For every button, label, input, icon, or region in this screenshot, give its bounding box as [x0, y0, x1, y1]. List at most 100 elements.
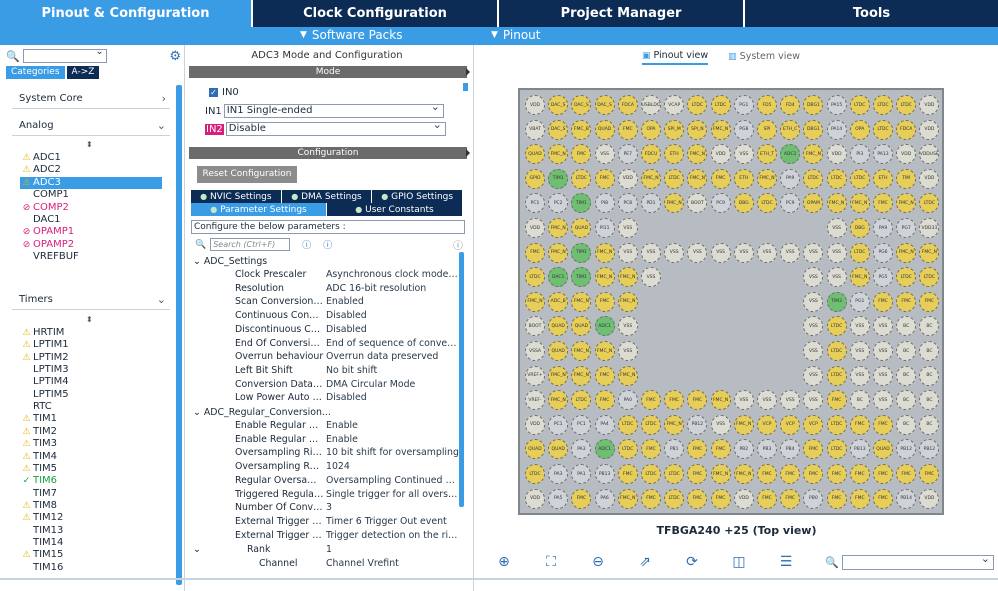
- chip-pin[interactable]: FMC_N: [617, 267, 638, 288]
- chip-pin[interactable]: BC: [849, 390, 870, 411]
- chip-pin[interactable]: BC: [896, 316, 917, 337]
- list-item-tim1[interactable]: ⚠ TIM1: [20, 413, 162, 425]
- chip-pin[interactable]: PA5: [548, 488, 569, 509]
- chip-pin[interactable]: LTDC: [664, 168, 685, 189]
- chip-pin[interactable]: BOOT: [525, 316, 545, 337]
- chip-pin[interactable]: LTDC: [849, 168, 870, 189]
- parameter-row[interactable]: Left Bit Shift No bit shift: [191, 364, 459, 377]
- chip-pin[interactable]: FMC: [617, 464, 638, 484]
- chip-pin[interactable]: VSS: [594, 144, 615, 165]
- chip-pin[interactable]: DAC_S: [548, 95, 569, 115]
- chip-pin[interactable]: VSS: [687, 242, 708, 263]
- chip-pin[interactable]: TIM1: [571, 267, 592, 288]
- tab-a-z[interactable]: A->Z: [66, 66, 100, 79]
- chip-pin[interactable]: FMC_N: [733, 414, 754, 435]
- chip-pin[interactable]: VDD: [919, 488, 940, 509]
- chip-pin[interactable]: VSS: [757, 242, 777, 263]
- chip-pin[interactable]: PB14: [896, 488, 917, 509]
- chip-pin[interactable]: ETH_C: [780, 119, 801, 140]
- chip-pin[interactable]: LTDC: [571, 390, 592, 411]
- chip-pin[interactable]: LTDC: [664, 464, 685, 484]
- tab-nvic-settings[interactable]: ● NVIC Settings: [191, 190, 282, 203]
- chip-pin[interactable]: PE7: [617, 144, 638, 165]
- chip-pin[interactable]: DAC_S: [548, 119, 569, 140]
- list-item-rtc[interactable]: RTC: [20, 401, 162, 413]
- parameter-row[interactable]: Overrun behaviour Overrun data preserved: [191, 350, 459, 363]
- chip-pin[interactable]: QUAD: [873, 439, 893, 460]
- chip-pin[interactable]: VSS: [710, 242, 731, 263]
- section-adc-regular[interactable]: ⌄ ADC_Regular_Conversion...: [193, 407, 331, 418]
- list-item-dac1[interactable]: DAC1: [20, 214, 162, 226]
- chip-pin[interactable]: VSS: [803, 291, 824, 312]
- chip-pin[interactable]: PB1: [664, 439, 685, 460]
- chip-pin[interactable]: DBG1: [803, 95, 824, 115]
- layout-icon[interactable]: ☰: [779, 554, 793, 570]
- chip-pin[interactable]: LTDC: [849, 242, 870, 263]
- search-icon[interactable]: 🔍: [195, 239, 207, 250]
- chip-pin[interactable]: VDD: [919, 168, 940, 189]
- chip-pin[interactable]: FMC_N: [571, 341, 592, 361]
- chip-pin[interactable]: DAC_S: [594, 95, 615, 115]
- chip-pin[interactable]: VCAP: [664, 95, 685, 115]
- parameter-row[interactable]: Enable Regular Con...Enable: [191, 419, 459, 432]
- channel-row[interactable]: Channel Channel Vrefint: [191, 557, 459, 570]
- chip-pin[interactable]: VDD: [896, 144, 917, 165]
- tab-pinout-configuration[interactable]: Pinout & Configuration: [0, 0, 253, 27]
- chip-pin[interactable]: DBG1: [803, 119, 824, 140]
- chip-pin[interactable]: ADC1: [594, 316, 615, 337]
- chip-pin[interactable]: FMC: [896, 291, 917, 312]
- list-item-tim8[interactable]: ⚠ TIM8: [20, 500, 162, 512]
- chip-pin[interactable]: BC: [919, 341, 940, 361]
- chip-pin[interactable]: PC9: [780, 193, 801, 214]
- parameter-row[interactable]: Clock Prescaler Asynchronous clock mode d…: [191, 268, 459, 281]
- chip-pin[interactable]: QUAD: [548, 341, 569, 361]
- chip-pin[interactable]: PA4: [594, 414, 615, 435]
- chip-pin[interactable]: PA3: [571, 439, 592, 460]
- list-item-lptim1[interactable]: ⚠ LPTIM1: [20, 339, 162, 351]
- chip-pin[interactable]: FMC_N: [687, 144, 708, 165]
- list-item-adc3[interactable]: ⚠ ADC3: [20, 176, 162, 189]
- chip-pin[interactable]: FMC: [641, 439, 661, 460]
- chip-pin[interactable]: PB12: [896, 439, 917, 460]
- parameter-row[interactable]: Low Power Auto Wait Disabled: [191, 391, 459, 404]
- chip-pin[interactable]: ADC1: [780, 144, 801, 165]
- chip-pin[interactable]: LTDC: [873, 95, 893, 115]
- chip-pin[interactable]: FMC_N: [803, 144, 824, 165]
- zoom-in-icon[interactable]: ⊕: [498, 554, 510, 570]
- info-icon[interactable]: ⓘ: [323, 241, 333, 251]
- collapse-arrow-icon[interactable]: [466, 149, 470, 157]
- chip-pin[interactable]: BC: [896, 414, 917, 435]
- chip-pin[interactable]: PA1: [571, 464, 592, 484]
- chip-pin[interactable]: BOOT: [687, 193, 708, 214]
- chip-pin[interactable]: QUAD: [525, 144, 545, 165]
- chip-pin[interactable]: DBG: [849, 218, 870, 238]
- chip-pin[interactable]: FMC_N: [548, 144, 569, 165]
- rotate-icon[interactable]: ⟳: [686, 554, 698, 570]
- chip-pin[interactable]: VSS: [873, 365, 893, 386]
- list-item-lptim5[interactable]: LPTIM5: [20, 389, 162, 401]
- chip-pin[interactable]: VDD33: [919, 218, 940, 238]
- chip-pin[interactable]: FMC_N: [594, 267, 615, 288]
- list-item-comp1[interactable]: COMP1: [20, 189, 162, 201]
- chip-pin[interactable]: VSS: [617, 242, 638, 263]
- tab-gpio-settings[interactable]: ● GPIO Settings: [372, 190, 464, 203]
- zoom-out-icon[interactable]: ⊖: [592, 554, 604, 570]
- parameter-row[interactable]: External Trigger Co... Timer 6 Trigger Ou…: [191, 515, 459, 528]
- chip-pin[interactable]: ETH: [733, 168, 754, 189]
- chip-pin[interactable]: VSS: [664, 242, 685, 263]
- chip-pin[interactable]: VCP: [757, 414, 777, 435]
- chip-pin[interactable]: FMC_N: [687, 168, 708, 189]
- gear-icon[interactable]: ⚙: [169, 48, 181, 64]
- pinout-menu[interactable]: ▼ Pinout: [491, 28, 541, 42]
- parameter-row[interactable]: External Trigger Co... Trigger detection …: [191, 529, 459, 542]
- chip-pin[interactable]: VSS: [641, 242, 661, 263]
- chip-pin[interactable]: LTDC: [641, 414, 661, 435]
- chip-pin[interactable]: FMC_N: [896, 242, 917, 263]
- chip-pin[interactable]: OPA: [641, 119, 661, 140]
- chip-pin[interactable]: FMC: [641, 488, 661, 509]
- chip-pin[interactable]: LTDC: [617, 414, 638, 435]
- chip-pin[interactable]: LTDC: [826, 316, 847, 337]
- chip-pin[interactable]: FMC_N: [617, 291, 638, 312]
- chip-pin[interactable]: VCP: [803, 414, 824, 435]
- chip-pin[interactable]: LTDC: [896, 267, 917, 288]
